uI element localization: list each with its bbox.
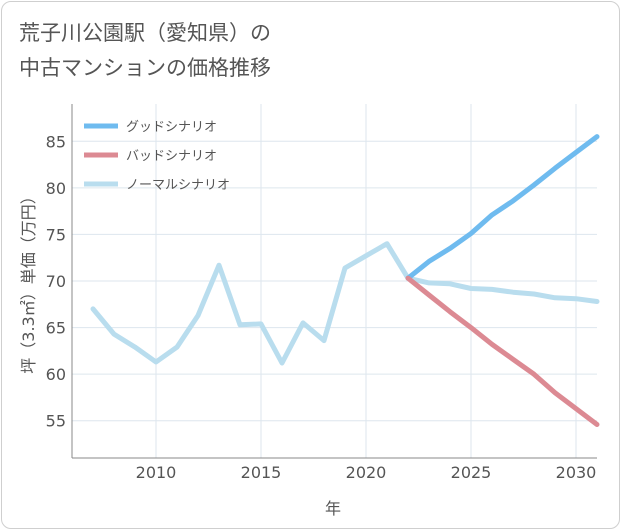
y-tick-label-70: 70 — [46, 272, 66, 291]
x-tick-label-2030: 2030 — [556, 463, 597, 482]
x-axis-label: 年 — [325, 499, 341, 518]
y-tick-label-85: 85 — [46, 132, 66, 151]
y-tick-label-55: 55 — [46, 412, 66, 431]
x-tick-label-2010: 2010 — [136, 463, 177, 482]
y-tick-label-60: 60 — [46, 365, 66, 384]
y-axis-label: 坪（3.3㎡）単価（万円） — [19, 188, 38, 373]
series-line-1 — [405, 275, 600, 427]
chart-title-line2: 中古マンションの価格推移 — [19, 56, 271, 80]
series-line-0 — [405, 134, 600, 281]
y-tick-label-75: 75 — [46, 225, 66, 244]
y-tick-label-65: 65 — [46, 319, 66, 338]
legend-label-2: ノーマルシナリオ — [126, 178, 230, 193]
legend-label-0: グッドシナリオ — [126, 120, 217, 135]
chart-title-line1: 荒子川公園駅（愛知県）の — [19, 21, 271, 45]
chart-title: 荒子川公園駅（愛知県）の 中古マンションの価格推移 — [19, 16, 271, 86]
legend-label-1: バッドシナリオ — [126, 149, 217, 164]
x-tick-label-2025: 2025 — [451, 463, 492, 482]
series-line-2 — [90, 241, 600, 366]
x-tick-label-2015: 2015 — [241, 463, 282, 482]
x-tick-label-2020: 2020 — [346, 463, 387, 482]
y-tick-label-80: 80 — [46, 179, 66, 198]
